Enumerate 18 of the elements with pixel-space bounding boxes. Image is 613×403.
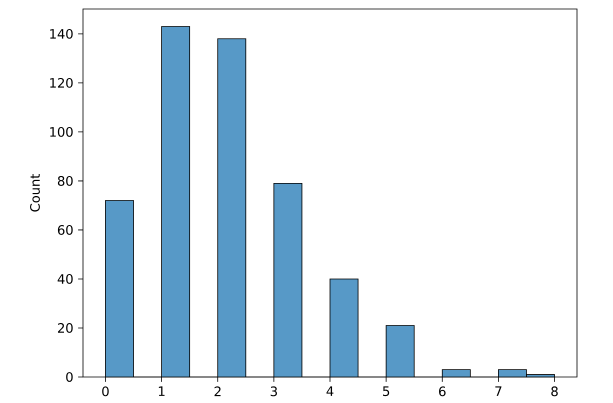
x-tick-label: 6 [439, 386, 446, 396]
y-tick-label: 140 [50, 28, 73, 39]
y-tick-label: 80 [58, 176, 73, 186]
y-tick-label: 40 [58, 274, 73, 284]
y-axis-title: Count [30, 174, 40, 212]
y-tick-label: 120 [50, 78, 73, 88]
y-tick-label: 20 [58, 323, 73, 333]
x-tick-label: 8 [551, 386, 558, 396]
x-tick-label: 7 [495, 386, 502, 396]
x-tick-label: 2 [214, 386, 221, 396]
x-tick-label: 0 [102, 386, 109, 396]
y-tick-label: 60 [58, 225, 73, 235]
x-tick-label: 1 [158, 386, 165, 396]
y-tick-label: 100 [50, 126, 73, 137]
x-tick-label: 5 [383, 386, 390, 396]
y-tick-label: 0 [66, 372, 73, 382]
x-tick-label: 3 [270, 386, 277, 396]
x-tick-label: 4 [326, 386, 334, 396]
